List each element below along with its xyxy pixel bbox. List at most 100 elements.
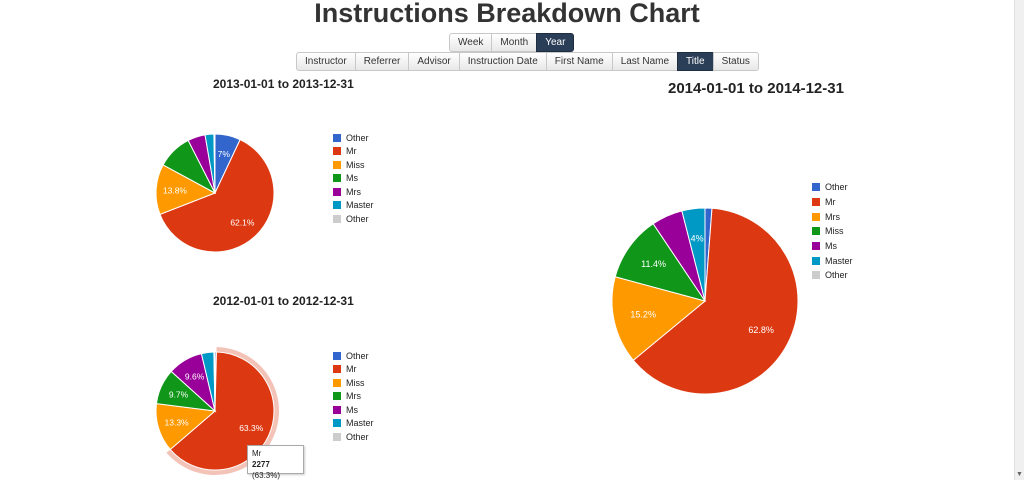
legend-label: Miss [825,226,844,237]
period-button-group: Week Month Year [449,33,575,52]
legend-item[interactable]: Master [333,199,374,213]
legend-swatch [333,419,341,428]
legend-label: Other [346,213,369,224]
slice-data-label: 9.7% [169,389,189,399]
pie-slice-mr[interactable] [632,207,799,395]
slice-data-label: 63.3% [239,423,264,433]
legend-label: Other [825,182,848,193]
chart-2012-title: 2012-01-01 to 2012-12-31 [213,294,354,308]
legend-swatch [333,214,341,223]
legend-label: Mr [346,146,357,157]
legend-item[interactable]: Mrs [333,185,374,199]
legend-swatch [812,198,820,207]
legend-swatch [333,160,341,169]
legend-item[interactable]: Miss [812,224,853,239]
legend-item[interactable]: Miss [333,376,374,390]
slice-data-label: 13.3% [165,418,190,428]
tooltip-value-row: 2277 (63.3%) [252,459,299,481]
legend-item[interactable]: Other [812,268,853,283]
pie-slice-mr[interactable] [169,351,275,471]
legend-label: Other [346,350,369,361]
legend-item[interactable]: Other [812,180,853,195]
legend-item[interactable]: Other [333,430,374,444]
legend-item[interactable]: Ms [333,403,374,417]
instruction-date-button[interactable]: Instruction Date [458,52,547,71]
legend-swatch [812,242,820,251]
legend-item[interactable]: Ms [333,172,374,186]
pie-slice-mr[interactable] [159,138,275,253]
legend-swatch [812,227,820,236]
legend-swatch [812,256,820,265]
legend-swatch [333,378,341,387]
scroll-down-arrow-icon[interactable]: ▼ [1016,471,1023,478]
legend-item[interactable]: Mrs [333,390,374,404]
legend-swatch [333,147,341,156]
chart-2014-title: 2014-01-01 to 2014-12-31 [668,80,844,97]
legend-item[interactable]: Mr [812,195,853,210]
status-button[interactable]: Status [712,52,759,71]
legend-swatch [333,365,341,374]
slice-data-label: 4% [691,233,704,243]
pie-slice-mrs[interactable] [611,276,707,361]
slice-data-label: 7% [218,149,231,159]
first-name-button[interactable]: First Name [545,52,613,71]
legend-label: Miss [346,377,365,388]
vertical-scrollbar[interactable] [1014,0,1024,480]
tooltip-label: Mr [252,449,262,458]
chart-2012-pie[interactable]: 63.3% 13.3% 9.7% 9.6% [148,344,282,478]
legend-label: Ms [346,404,358,415]
legend-swatch [812,183,820,192]
pie-slice-other[interactable] [213,133,216,194]
legend-label: Master [346,200,374,211]
referrer-button[interactable]: Referrer [354,52,410,71]
legend-label: Master [825,255,853,266]
slice-data-label: 62.8% [748,325,774,335]
field-button-group: Instructor Referrer Advisor Instruction … [296,52,759,71]
legend-swatch [333,174,341,183]
legend-item[interactable]: Ms [812,239,853,254]
legend-swatch [333,351,341,360]
slice-data-label: 13.8% [163,185,188,195]
title-button[interactable]: Title [677,52,714,71]
slice-data-label: 9.6% [185,371,205,381]
legend-item[interactable]: Mr [333,145,374,159]
legend-label: Mrs [346,186,361,197]
legend-label: Ms [346,173,358,184]
slice-data-label: 62.1% [230,217,255,227]
legend-swatch [812,271,820,280]
legend-swatch [333,432,341,441]
legend-label: Other [346,431,369,442]
tooltip-value: 2277 [252,460,270,469]
chart-2013-title: 2013-01-01 to 2013-12-31 [213,77,354,91]
instructor-button[interactable]: Instructor [296,52,356,71]
chart-2013-pie[interactable]: 7% 62.1% 13.8% [148,126,282,260]
legend-label: Other [346,132,369,143]
legend-label: Mr [346,364,357,375]
year-button[interactable]: Year [536,33,575,52]
legend-item[interactable]: Mr [333,363,374,377]
pie-slice-miss[interactable] [614,223,707,302]
legend-item[interactable]: Master [333,417,374,431]
legend-item[interactable]: Other [333,131,374,145]
legend-swatch [333,133,341,142]
legend-swatch [812,212,820,221]
chart-2012-legend: Other Mr Miss Mrs Ms Master Other [333,349,374,444]
advisor-button[interactable]: Advisor [408,52,460,71]
week-button[interactable]: Week [449,33,493,52]
legend-item[interactable]: Miss [333,158,374,172]
tooltip-pct: (63.3%) [252,471,281,480]
legend-item[interactable]: Other [333,212,374,226]
last-name-button[interactable]: Last Name [611,52,679,71]
chart-2014-pie[interactable]: 62.8% 15.2% 11.4% 4% [604,200,806,402]
chart-2013-legend: Other Mr Miss Ms Mrs Master Other [333,131,374,226]
legend-label: Mr [825,197,836,208]
legend-item[interactable]: Other [333,349,374,363]
pie-slice-other[interactable] [213,351,216,412]
legend-label: Ms [825,241,837,252]
pie-slice-master[interactable] [681,207,706,302]
legend-item[interactable]: Mrs [812,209,853,224]
legend-item[interactable]: Master [812,253,853,268]
legend-label: Miss [346,159,365,170]
month-button[interactable]: Month [491,33,538,52]
slice-tooltip: Mr 2277 (63.3%) [247,445,304,480]
